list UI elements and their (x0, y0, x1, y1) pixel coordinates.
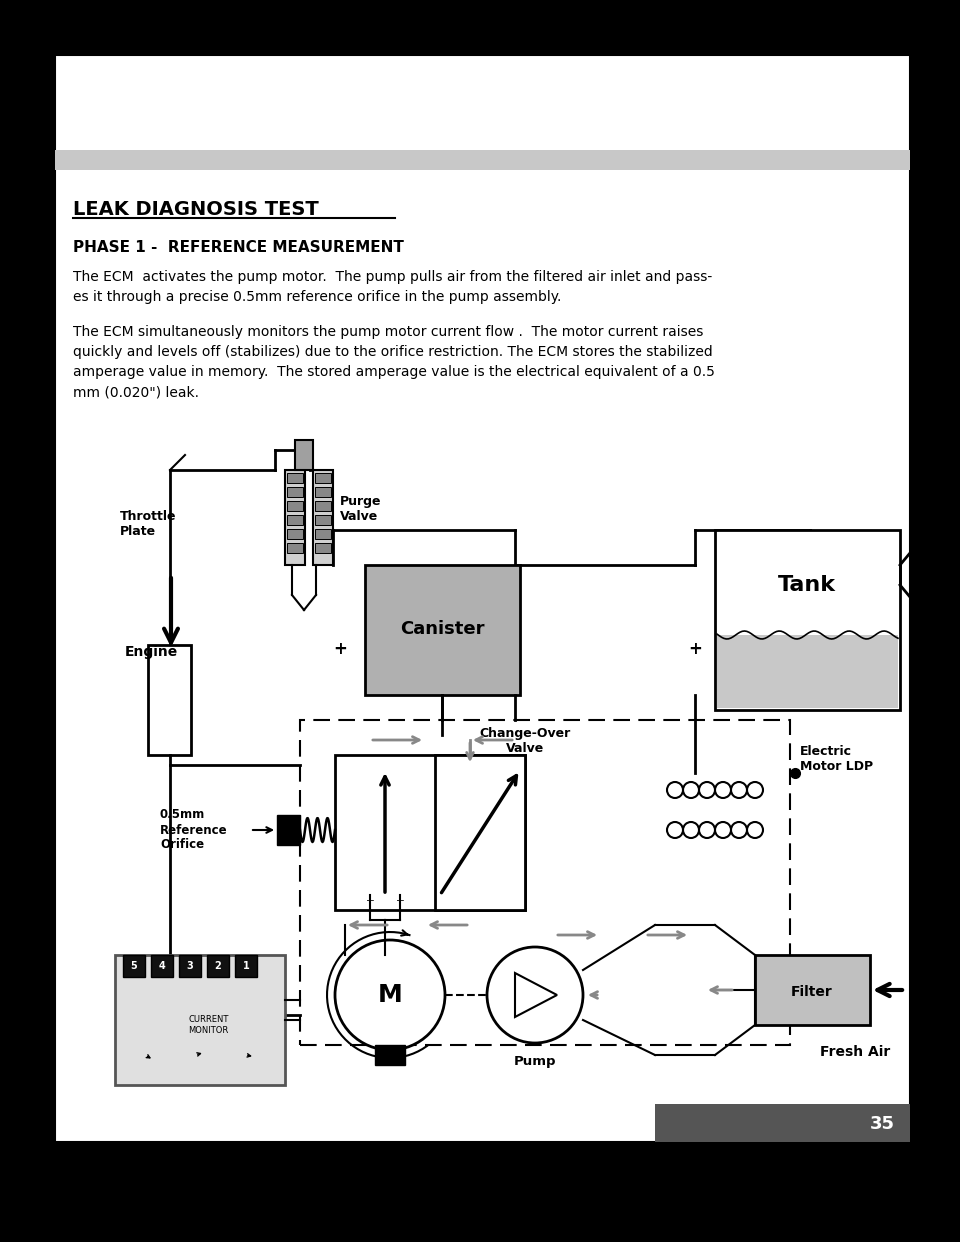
Bar (335, 755, 525, 910)
Text: The ECM  activates the pump motor.  The pump pulls air from the filtered air inl: The ECM activates the pump motor. The pu… (73, 270, 712, 284)
Text: Purge
Valve: Purge Valve (340, 496, 381, 523)
Bar (315, 473, 331, 483)
Circle shape (179, 1040, 211, 1071)
Text: CURRENT
MONITOR: CURRENT MONITOR (188, 1015, 228, 1035)
Text: quickly and levels off (stabilizes) due to the orifice restriction. The ECM stor: quickly and levels off (stabilizes) due … (73, 345, 712, 359)
Bar (715, 530, 900, 710)
Text: 0.5mm
Reference
Orifice: 0.5mm Reference Orifice (160, 809, 228, 852)
Bar (313, 469, 333, 565)
Text: es it through a precise 0.5mm reference orifice in the pump assembly.: es it through a precise 0.5mm reference … (73, 289, 562, 304)
Bar (277, 815, 300, 845)
Bar (179, 955, 201, 977)
Text: Engine: Engine (125, 645, 179, 660)
Bar (315, 487, 331, 497)
Bar (123, 955, 145, 977)
Text: mm (0.020") leak.: mm (0.020") leak. (73, 385, 199, 399)
Bar (375, 1045, 405, 1064)
Text: 2: 2 (215, 961, 222, 971)
Bar (655, 1104, 910, 1141)
Bar (115, 955, 285, 1086)
Text: Throttle
Plate: Throttle Plate (120, 510, 177, 538)
Bar (285, 469, 305, 565)
Bar (235, 955, 257, 977)
Bar (435, 755, 525, 910)
Text: PHASE 1 -  REFERENCE MEASUREMENT: PHASE 1 - REFERENCE MEASUREMENT (73, 240, 404, 255)
Text: 1: 1 (243, 961, 250, 971)
Text: +: + (688, 640, 702, 658)
Bar (295, 440, 313, 469)
Bar (287, 473, 303, 483)
Bar (315, 529, 331, 539)
Text: amperage value in memory.  The stored amperage value is the electrical equivalen: amperage value in memory. The stored amp… (73, 365, 715, 379)
Text: M: M (377, 982, 402, 1007)
Text: Pump: Pump (514, 1054, 556, 1068)
Circle shape (129, 1040, 161, 1071)
Bar (207, 955, 229, 977)
Text: Canister: Canister (399, 620, 484, 638)
Bar (287, 515, 303, 525)
Text: 35: 35 (870, 1115, 895, 1133)
Text: Tank: Tank (778, 575, 836, 595)
Text: T: T (367, 900, 373, 910)
Bar (151, 955, 173, 977)
Text: Fresh Air: Fresh Air (820, 1045, 890, 1059)
Bar (287, 543, 303, 553)
Text: The ECM simultaneously monitors the pump motor current flow .  The motor current: The ECM simultaneously monitors the pump… (73, 325, 704, 339)
Bar (287, 501, 303, 510)
Text: 5: 5 (131, 961, 137, 971)
Text: LEAK DIAGNOSIS TEST: LEAK DIAGNOSIS TEST (73, 200, 319, 219)
Bar (287, 529, 303, 539)
Polygon shape (515, 972, 557, 1017)
Bar (717, 635, 898, 708)
Bar (55, 150, 910, 170)
Circle shape (335, 940, 445, 1049)
Text: Electric
Motor LDP: Electric Motor LDP (800, 745, 874, 773)
Circle shape (487, 946, 583, 1043)
Bar (315, 501, 331, 510)
Bar (755, 955, 870, 1025)
Bar (300, 720, 790, 1045)
Text: Change-Over
Valve: Change-Over Valve (479, 727, 570, 755)
Bar (315, 543, 331, 553)
Bar (287, 487, 303, 497)
Text: T: T (396, 900, 403, 910)
Text: +: + (333, 640, 347, 658)
Circle shape (229, 1040, 261, 1071)
Text: 3: 3 (186, 961, 193, 971)
Text: 4: 4 (158, 961, 165, 971)
Bar (148, 645, 191, 755)
Bar (365, 565, 520, 696)
Bar (315, 515, 331, 525)
Text: Filter: Filter (791, 985, 833, 999)
